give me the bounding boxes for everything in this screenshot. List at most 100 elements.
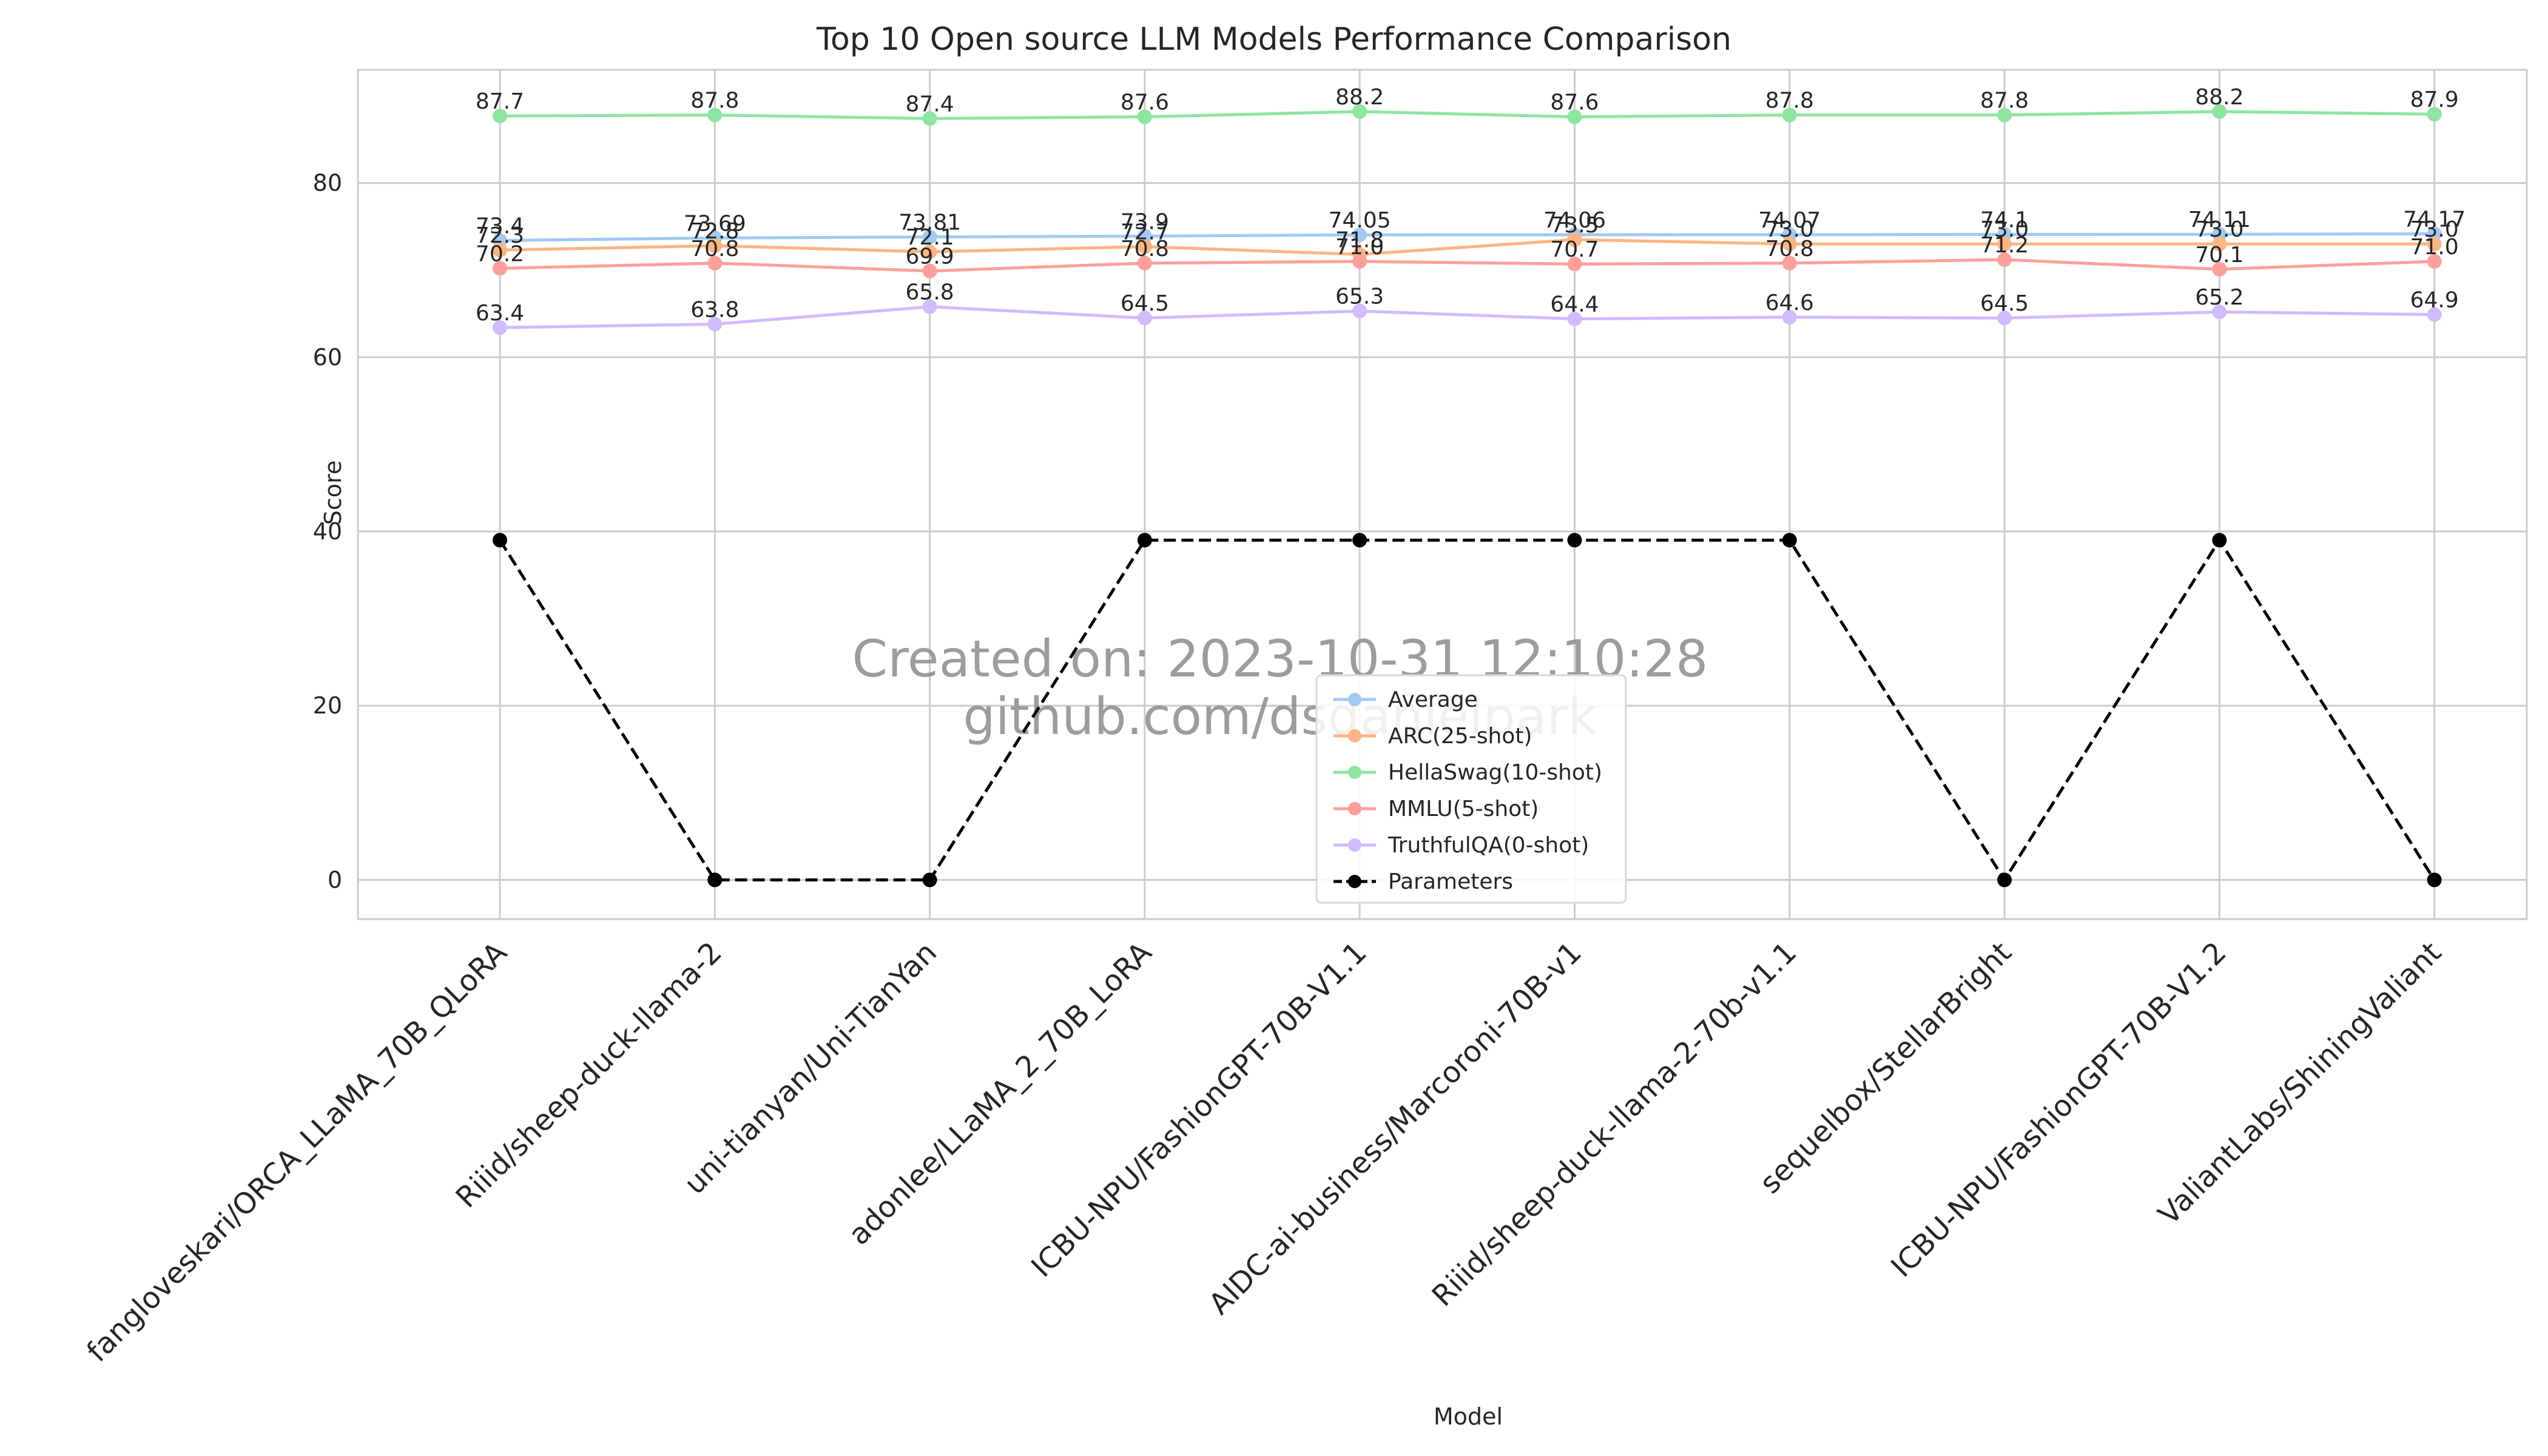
data-label: 71.8 xyxy=(1335,228,1384,252)
data-label: 72.3 xyxy=(476,223,524,248)
series-line xyxy=(499,110,2435,120)
data-label: 69.9 xyxy=(906,244,954,269)
data-label: 65.8 xyxy=(906,280,954,305)
data-label: 87.8 xyxy=(1980,89,2029,113)
data-point xyxy=(707,317,723,332)
data-point xyxy=(1567,533,1582,548)
data-label: 87.8 xyxy=(1765,89,1814,113)
data-label: 64.5 xyxy=(1121,291,1169,316)
x-tick-label: Riiid/sheep-duck-llama-2-70b-v1.1 xyxy=(1426,935,1804,1313)
data-label: 71.0 xyxy=(1335,235,1384,260)
chart-title: Top 10 Open source LLM Models Performanc… xyxy=(816,21,1731,58)
data-label: 63.8 xyxy=(690,297,739,322)
legend-item: Average xyxy=(1333,687,1478,712)
legend-item: MMLU(5-shot) xyxy=(1333,797,1539,821)
x-tick-label: AIDC-ai-business/Marcoroni-70B-v1 xyxy=(1202,935,1588,1321)
series-2 xyxy=(493,104,2442,126)
data-label: 70.2 xyxy=(476,241,524,266)
data-point xyxy=(1782,309,1797,325)
legend-marker xyxy=(1348,838,1361,852)
data-point xyxy=(707,872,723,888)
series-line xyxy=(499,258,2435,273)
data-label: 73.81 xyxy=(898,211,961,235)
data-point xyxy=(1782,237,1797,252)
data-point xyxy=(707,238,723,254)
data-point xyxy=(1137,311,1152,326)
data-point xyxy=(1997,237,2012,252)
data-label: 63.4 xyxy=(476,301,524,326)
data-point xyxy=(2212,261,2227,277)
data-point xyxy=(922,263,937,278)
data-label: 64.5 xyxy=(1980,291,2029,316)
data-point xyxy=(922,111,937,126)
x-tick-label: fangloveskari/ORCA_LLaMA_70B_QLoRA xyxy=(80,935,513,1369)
data-label: 73.0 xyxy=(1980,217,2029,242)
data-labels: 73.4 73.69 73.81 73.9 74.05 74.06 74.07 74.1 74.… xyxy=(476,85,2465,326)
data-point xyxy=(1567,109,1582,124)
data-point xyxy=(2212,533,2227,548)
data-label: 64.9 xyxy=(2410,288,2459,312)
data-point xyxy=(1352,254,1367,269)
data-label: 73.0 xyxy=(2195,217,2243,242)
y-axis: 0 20 40 60 80 xyxy=(313,170,342,894)
legend-marker xyxy=(1348,693,1361,706)
series-4 xyxy=(493,299,2442,335)
legend-label: HellaSwag(10-shot) xyxy=(1388,760,1602,785)
data-point xyxy=(2427,226,2442,241)
data-point xyxy=(1782,107,1797,123)
data-point xyxy=(1567,311,1582,326)
data-point xyxy=(1997,311,2012,326)
data-label: 87.6 xyxy=(1550,90,1599,115)
series-line xyxy=(499,232,2435,242)
data-label: 87.9 xyxy=(2410,87,2459,112)
data-point xyxy=(1782,255,1797,271)
data-point xyxy=(2427,237,2442,252)
data-point xyxy=(493,533,507,548)
legend-label: MMLU(5-shot) xyxy=(1388,797,1539,821)
legend-item: Parameters xyxy=(1333,869,1513,894)
data-point xyxy=(493,261,507,276)
y-tick-label: 60 xyxy=(313,344,342,371)
data-point xyxy=(2427,872,2442,888)
y-tick-label: 40 xyxy=(313,518,342,545)
x-tick-label: ICBU-NPU/FashionGPT-70B-V1.1 xyxy=(1025,935,1373,1284)
data-label: 87.7 xyxy=(476,89,524,114)
data-label: 70.8 xyxy=(1765,237,1814,261)
data-label: 87.8 xyxy=(690,89,739,113)
data-point xyxy=(2427,307,2442,322)
data-label: 73.9 xyxy=(1121,209,1169,234)
y-tick-label: 0 xyxy=(328,866,342,893)
data-point xyxy=(707,255,723,271)
data-point xyxy=(493,243,507,258)
series-3 xyxy=(493,252,2442,278)
data-label: 73.0 xyxy=(2410,217,2459,242)
legend-box xyxy=(1315,674,1627,904)
legend-marker xyxy=(1348,802,1361,815)
data-label: 88.2 xyxy=(2195,85,2243,110)
legend-marker xyxy=(1348,875,1361,888)
data-label: 70.1 xyxy=(2195,243,2243,268)
data-label: 65.2 xyxy=(2195,285,2243,310)
data-point xyxy=(1782,533,1797,548)
legend-label: Parameters xyxy=(1388,869,1513,894)
data-label: 71.2 xyxy=(1980,233,2029,258)
legend: Average ARC(25-shot) HellaSwag(10-shot) MML… xyxy=(1315,674,1627,904)
legend-label: Average xyxy=(1388,687,1478,712)
data-point xyxy=(1137,229,1152,244)
legend-marker xyxy=(1348,729,1361,743)
data-label: 70.8 xyxy=(690,237,739,261)
series-layer xyxy=(493,104,2442,888)
data-label: 65.3 xyxy=(1335,285,1384,309)
data-point xyxy=(1567,257,1582,272)
data-point xyxy=(922,229,937,244)
data-label: 72.8 xyxy=(690,219,739,244)
data-label: 72.1 xyxy=(906,225,954,250)
data-point xyxy=(1567,232,1582,247)
data-label: 88.2 xyxy=(1335,85,1384,110)
data-point xyxy=(707,107,723,123)
data-label: 64.4 xyxy=(1550,292,1599,317)
data-label: 73.69 xyxy=(684,211,746,236)
data-label: 74.07 xyxy=(1758,208,1821,233)
plot-area xyxy=(357,69,2528,920)
